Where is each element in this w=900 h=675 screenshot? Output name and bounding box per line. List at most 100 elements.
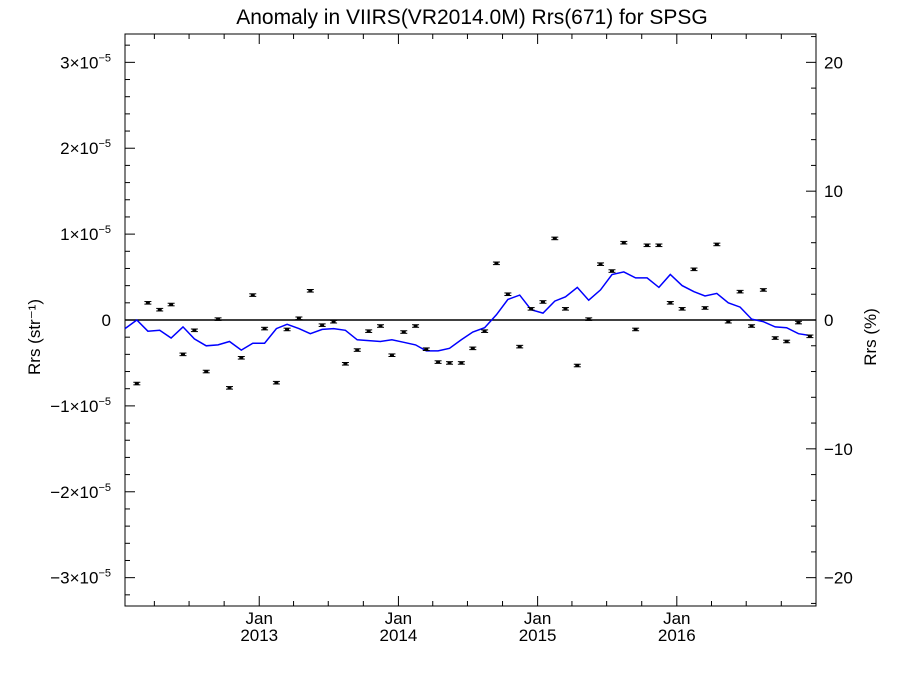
point-marker	[145, 301, 150, 304]
data-point	[261, 326, 269, 331]
point-marker	[482, 330, 487, 333]
point-marker	[714, 243, 719, 246]
data-point	[597, 262, 605, 266]
point-marker	[157, 308, 162, 311]
point-marker	[726, 320, 731, 323]
data-point	[295, 316, 303, 321]
point-marker	[598, 263, 603, 266]
point-marker	[355, 349, 360, 352]
point-marker	[633, 328, 638, 331]
data-point	[666, 301, 674, 305]
data-point	[179, 352, 187, 357]
data-point	[632, 327, 640, 332]
left-tick-label: −2×10−5	[50, 482, 111, 502]
x-tick-month-label: Jan	[663, 609, 690, 628]
x-tick-year-label: 2016	[658, 626, 696, 645]
data-point	[388, 353, 396, 358]
trend-line-group	[124, 271, 811, 352]
point-marker	[517, 345, 522, 348]
x-tick-month-label: Jan	[524, 609, 551, 628]
point-marker	[459, 361, 464, 364]
point-marker	[378, 325, 383, 328]
data-point	[156, 307, 164, 312]
point-marker	[169, 303, 174, 306]
data-point	[481, 329, 489, 333]
data-point	[690, 267, 698, 272]
point-marker	[389, 354, 394, 357]
point-marker	[204, 370, 209, 373]
left-tick-label: 2×10−5	[60, 138, 111, 158]
right-axis-ticks: 20 10 0 −10 −20	[806, 36, 853, 604]
chart-title: Anomaly in VIIRS(VR2014.0M) Rrs(671) for…	[236, 6, 708, 29]
point-marker	[262, 327, 267, 330]
left-tick-label: −3×10−5	[50, 568, 111, 588]
data-point	[434, 360, 442, 364]
data-point	[412, 324, 420, 328]
point-marker	[447, 361, 452, 364]
point-marker	[807, 335, 812, 338]
data-point	[736, 289, 744, 294]
point-marker	[749, 325, 754, 328]
data-point	[133, 381, 141, 386]
left-tick-label: 1×10−5	[60, 224, 111, 244]
data-point	[469, 346, 477, 351]
data-point	[237, 356, 245, 360]
point-marker	[401, 331, 406, 334]
point-marker	[331, 320, 336, 323]
data-point	[724, 319, 732, 324]
point-marker	[343, 362, 348, 365]
data-point	[504, 292, 512, 297]
data-points-group	[133, 236, 814, 390]
data-point	[202, 369, 210, 374]
data-point	[783, 339, 791, 344]
data-point	[422, 347, 430, 351]
point-marker	[703, 306, 708, 309]
data-point	[759, 288, 767, 292]
point-marker	[668, 301, 673, 304]
point-marker	[285, 328, 290, 331]
point-marker	[796, 321, 801, 324]
data-point	[643, 243, 651, 248]
data-point	[516, 344, 524, 349]
data-point	[561, 307, 569, 311]
x-tick-year-label: 2013	[240, 626, 278, 645]
data-point	[573, 363, 581, 368]
point-marker	[505, 293, 510, 296]
point-marker	[192, 329, 197, 332]
left-axis-ticks: 3×10−5 2×10−5 1×10−5 0 −1×10−5 −2×10−5 −3×10−5	[50, 44, 135, 596]
data-point	[330, 319, 338, 324]
point-marker	[563, 307, 568, 310]
point-marker	[540, 300, 545, 303]
point-marker	[586, 318, 591, 321]
x-tick-year-label: 2015	[519, 626, 557, 645]
data-point	[457, 361, 465, 365]
x-tick-month-label: Jan	[246, 609, 273, 628]
data-point	[306, 289, 314, 293]
point-marker	[773, 337, 778, 340]
point-marker	[239, 356, 244, 359]
point-marker	[227, 386, 232, 389]
point-marker	[738, 290, 743, 293]
point-marker	[320, 324, 325, 327]
right-tick-label: −10	[824, 440, 853, 459]
point-marker	[494, 262, 499, 265]
data-point	[400, 330, 408, 334]
data-point	[225, 386, 233, 390]
point-marker	[784, 340, 789, 343]
left-tick-label: −1×10−5	[50, 396, 111, 416]
point-marker	[552, 237, 557, 240]
data-point	[701, 306, 709, 310]
point-marker	[470, 347, 475, 350]
data-point	[678, 307, 686, 311]
right-tick-label: 0	[824, 311, 833, 330]
point-marker	[436, 361, 441, 364]
point-marker	[529, 307, 534, 310]
point-marker	[761, 288, 766, 291]
data-point	[771, 336, 779, 340]
left-tick-label: 0	[102, 311, 111, 330]
data-point	[190, 328, 198, 333]
data-point	[794, 320, 802, 325]
data-point	[492, 261, 500, 266]
